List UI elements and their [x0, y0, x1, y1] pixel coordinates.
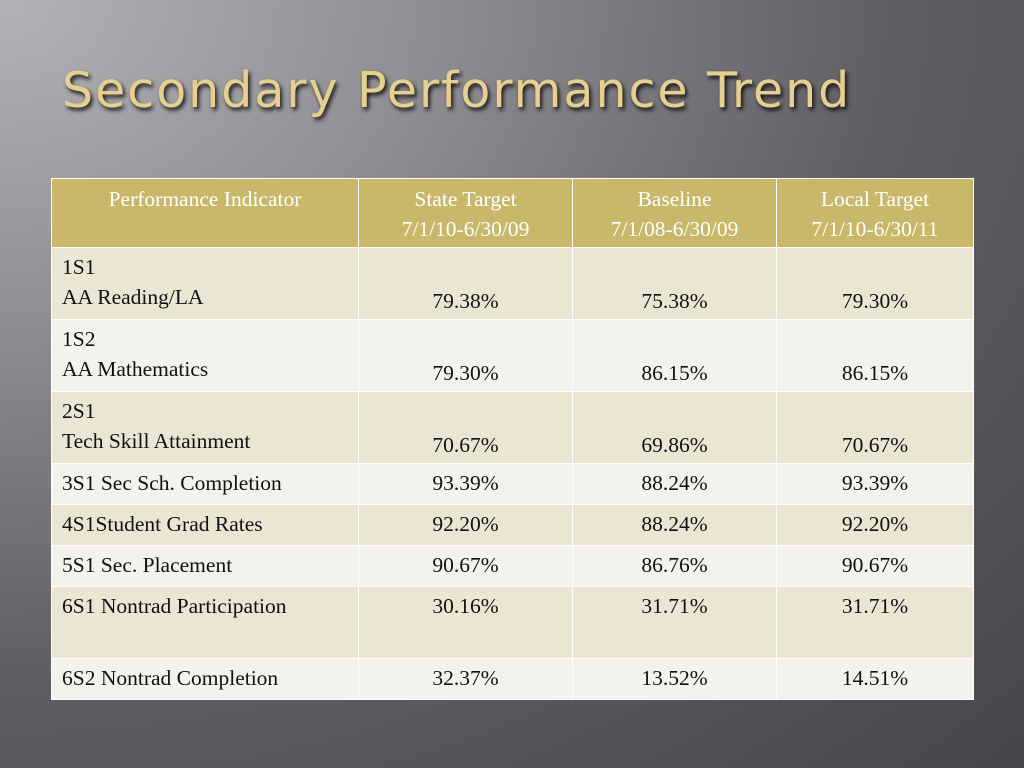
table-row: 5S1 Sec. Placement 90.67% 86.76% 90.67% [51, 545, 974, 587]
indicator-label: AA Mathematics [62, 357, 209, 381]
indicator-label: 6S2 Nontrad Completion [62, 666, 279, 690]
header-date-range: 7/1/10-6/30/09 [401, 217, 530, 241]
local-target-cell: 14.51% [776, 658, 974, 700]
indicator-code: 1S2 [62, 327, 96, 351]
state-target-cell: 30.16% [358, 586, 573, 659]
header-label: Baseline [637, 187, 712, 211]
state-target-cell: 70.67% [358, 391, 573, 464]
slide-title: Secondary Performance Trend [62, 62, 852, 119]
indicator-cell: 2S1 Tech Skill Attainment [51, 391, 359, 464]
table-row: 3S1 Sec Sch. Completion 93.39% 88.24% 93… [51, 463, 974, 505]
header-label: Performance Indicator [108, 187, 302, 211]
header-baseline: Baseline 7/1/08-6/30/09 [572, 178, 777, 248]
performance-table: Performance Indicator State Target 7/1/1… [51, 178, 974, 700]
local-target-cell: 90.67% [776, 545, 974, 587]
state-target-cell: 90.67% [358, 545, 573, 587]
local-target-cell: 31.71% [776, 586, 974, 659]
indicator-label: Tech Skill Attainment [62, 429, 251, 453]
header-label: Local Target [820, 187, 930, 211]
indicator-label: 3S1 Sec Sch. Completion [62, 471, 282, 495]
table-row: 6S2 Nontrad Completion 32.37% 13.52% 14.… [51, 658, 974, 700]
header-date-range: 7/1/10-6/30/11 [811, 217, 939, 241]
indicator-label: 6S1 Nontrad Participation [62, 594, 287, 618]
indicator-label: AA Reading/LA [62, 285, 204, 309]
indicator-cell: 1S1 AA Reading/LA [51, 247, 359, 320]
indicator-cell: 6S1 Nontrad Participation [51, 586, 359, 659]
table-row: 2S1 Tech Skill Attainment 70.67% 69.86% … [51, 391, 974, 464]
table-header-row: Performance Indicator State Target 7/1/1… [51, 178, 974, 248]
indicator-label: 5S1 Sec. Placement [62, 553, 233, 577]
indicator-cell: 1S2 AA Mathematics [51, 319, 359, 392]
indicator-cell: 4S1Student Grad Rates [51, 504, 359, 546]
header-local-target: Local Target 7/1/10-6/30/11 [776, 178, 974, 248]
indicator-cell: 5S1 Sec. Placement [51, 545, 359, 587]
state-target-cell: 79.38% [358, 247, 573, 320]
table-row: 6S1 Nontrad Participation 30.16% 31.71% … [51, 586, 974, 659]
local-target-cell: 93.39% [776, 463, 974, 505]
state-target-cell: 32.37% [358, 658, 573, 700]
baseline-cell: 13.52% [572, 658, 777, 700]
baseline-cell: 86.76% [572, 545, 777, 587]
performance-table-container: Performance Indicator State Target 7/1/1… [51, 178, 974, 700]
header-performance-indicator: Performance Indicator [51, 178, 359, 248]
local-target-cell: 70.67% [776, 391, 974, 464]
header-state-target: State Target 7/1/10-6/30/09 [358, 178, 573, 248]
indicator-code: 1S1 [62, 255, 96, 279]
baseline-cell: 31.71% [572, 586, 777, 659]
indicator-cell: 6S2 Nontrad Completion [51, 658, 359, 700]
baseline-cell: 88.24% [572, 463, 777, 505]
baseline-cell: 86.15% [572, 319, 777, 392]
local-target-cell: 92.20% [776, 504, 974, 546]
indicator-cell: 3S1 Sec Sch. Completion [51, 463, 359, 505]
indicator-label: 4S1Student Grad Rates [62, 512, 263, 536]
baseline-cell: 88.24% [572, 504, 777, 546]
table-row: 1S2 AA Mathematics 79.30% 86.15% 86.15% [51, 319, 974, 392]
local-target-cell: 86.15% [776, 319, 974, 392]
state-target-cell: 92.20% [358, 504, 573, 546]
header-label: State Target [414, 187, 517, 211]
state-target-cell: 79.30% [358, 319, 573, 392]
local-target-cell: 79.30% [776, 247, 974, 320]
baseline-cell: 75.38% [572, 247, 777, 320]
table-row: 4S1Student Grad Rates 92.20% 88.24% 92.2… [51, 504, 974, 546]
state-target-cell: 93.39% [358, 463, 573, 505]
table-row: 1S1 AA Reading/LA 79.38% 75.38% 79.30% [51, 247, 974, 320]
baseline-cell: 69.86% [572, 391, 777, 464]
header-date-range: 7/1/08-6/30/09 [610, 217, 739, 241]
indicator-code: 2S1 [62, 399, 96, 423]
